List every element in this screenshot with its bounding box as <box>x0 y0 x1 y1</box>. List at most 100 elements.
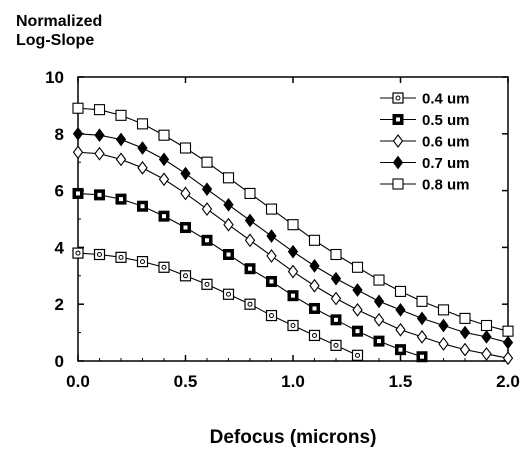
data-point <box>138 162 147 174</box>
data-point <box>504 352 513 364</box>
x-axis-title: Defocus (microns) <box>210 427 377 448</box>
y-tick-label: 4 <box>55 238 65 257</box>
data-point <box>138 119 148 129</box>
legend-label: 0.5 um <box>422 112 470 129</box>
data-point <box>289 246 298 258</box>
y-tick-label: 2 <box>55 295 64 314</box>
data-point <box>160 153 169 165</box>
legend-label: 0.8 um <box>422 177 470 194</box>
legend-marker <box>394 157 403 169</box>
data-point <box>159 211 169 221</box>
y-tick-label: 8 <box>55 125 64 144</box>
data-point <box>332 273 341 285</box>
data-point <box>224 199 233 211</box>
data-point <box>439 305 449 315</box>
data-point <box>331 315 341 325</box>
data-point <box>224 289 234 299</box>
legend-item: 0.6 um <box>380 134 470 151</box>
data-point <box>267 311 277 321</box>
data-point <box>353 284 362 296</box>
data-point <box>74 146 83 158</box>
data-point <box>116 194 126 204</box>
data-point <box>310 303 320 313</box>
data-point <box>160 173 169 185</box>
data-point <box>353 350 363 360</box>
legend-marker <box>393 93 403 103</box>
legend-marker <box>393 179 403 189</box>
data-point <box>181 187 190 199</box>
data-point <box>353 326 363 336</box>
data-point <box>396 304 405 316</box>
data-point <box>224 219 233 231</box>
data-point <box>246 234 255 246</box>
data-point <box>375 314 384 326</box>
data-point <box>482 321 492 331</box>
data-point <box>95 250 105 260</box>
data-point <box>224 173 234 183</box>
data-point <box>202 157 212 167</box>
data-point <box>461 327 470 339</box>
data-point <box>461 344 470 356</box>
data-point <box>117 133 126 145</box>
data-point <box>224 250 234 260</box>
legend-label: 0.6 um <box>422 134 470 151</box>
x-tick-label: 1.0 <box>281 372 305 391</box>
data-point <box>482 348 491 360</box>
data-point <box>181 223 191 233</box>
data-point <box>202 279 212 289</box>
data-point <box>310 330 320 340</box>
data-point <box>95 148 104 160</box>
data-point <box>439 338 448 350</box>
data-point <box>181 143 191 153</box>
data-point <box>375 295 384 307</box>
data-point <box>159 130 169 140</box>
data-point <box>460 313 470 323</box>
data-point <box>353 262 363 272</box>
data-point <box>245 188 255 198</box>
data-point <box>374 275 384 285</box>
data-point <box>117 153 126 165</box>
data-point <box>181 271 191 281</box>
data-point <box>95 129 104 141</box>
data-point <box>288 220 298 230</box>
data-point <box>73 248 83 258</box>
data-point <box>396 345 406 355</box>
data-point <box>74 128 83 140</box>
data-point <box>418 312 427 324</box>
data-point <box>482 331 491 343</box>
data-point <box>310 260 319 272</box>
data-point <box>418 331 427 343</box>
data-point <box>310 235 320 245</box>
data-point <box>332 293 341 305</box>
legend-label: 0.4 um <box>422 91 470 108</box>
data-point <box>417 352 427 362</box>
legend-marker <box>394 135 403 147</box>
data-point <box>504 337 513 349</box>
data-point <box>267 250 276 262</box>
data-point <box>417 296 427 306</box>
y-axis-title: Log-Slope <box>16 32 94 49</box>
data-point <box>95 190 105 200</box>
data-point <box>331 250 341 260</box>
x-tick-label: 0.5 <box>174 372 198 391</box>
legend-label: 0.7 um <box>422 155 470 172</box>
data-point <box>396 286 406 296</box>
data-point <box>159 262 169 272</box>
y-tick-label: 10 <box>45 68 64 87</box>
data-point <box>289 266 298 278</box>
legend-item: 0.5 um <box>380 112 470 129</box>
data-point <box>116 110 126 120</box>
data-point <box>138 257 148 267</box>
data-point <box>246 214 255 226</box>
data-point <box>267 230 276 242</box>
data-point <box>331 340 341 350</box>
data-point <box>245 299 255 309</box>
data-point <box>203 183 212 195</box>
data-point <box>267 204 277 214</box>
data-point <box>503 326 513 336</box>
data-point <box>439 320 448 332</box>
data-point <box>353 304 362 316</box>
data-point <box>181 168 190 180</box>
